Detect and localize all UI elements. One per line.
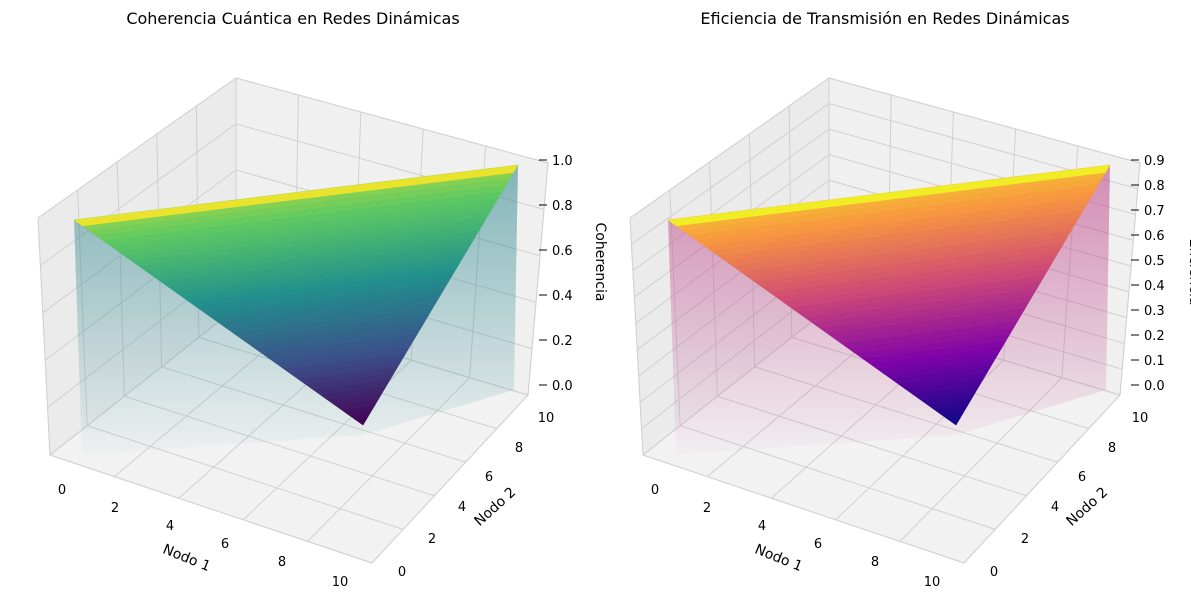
y-tick-label: 2 (1021, 532, 1029, 547)
x-tick-label: 6 (814, 537, 822, 552)
y-tick-label: 6 (485, 470, 493, 485)
y-tick-label: 8 (1108, 441, 1116, 456)
x-tick-label: 2 (111, 501, 119, 516)
wall-gridline (629, 217, 644, 456)
x-tick-label: 10 (924, 575, 941, 590)
wall-gridline (37, 77, 549, 219)
y-axis-label: Nodo 2 (471, 484, 519, 529)
z-tick-label: 0.5 (1144, 254, 1165, 269)
x-tick-label: 6 (221, 537, 229, 552)
x-tick-label: 8 (871, 555, 879, 570)
wall-gridline (629, 77, 1141, 219)
z-tick-label: 0.0 (552, 379, 573, 394)
z-tick-label: 0.2 (1144, 329, 1165, 344)
y-tick-label: 4 (458, 500, 466, 515)
z-tick-label: 0.4 (1144, 279, 1165, 294)
z-axis-label: Coherencia (592, 223, 608, 302)
z-tick-label: 0.9 (1144, 154, 1165, 169)
y-axis-label: Nodo 2 (1063, 484, 1111, 529)
y-tick-label: 8 (515, 441, 523, 456)
wall-gridline (37, 217, 51, 456)
y-tick-label: 0 (398, 565, 406, 580)
x-tick-label: 4 (166, 519, 174, 534)
floor-gridline (963, 394, 1121, 564)
y-tick-label: 10 (1132, 411, 1149, 426)
z-tick-label: 0.6 (552, 244, 573, 259)
z-tick-label: 0.8 (1144, 179, 1165, 194)
x-tick-label: 10 (332, 575, 349, 590)
y-tick-label: 6 (1078, 470, 1086, 485)
x-tick-label: 0 (651, 483, 659, 498)
y-tick-label: 4 (1051, 500, 1059, 515)
z-tick-label: 0.8 (552, 199, 573, 214)
x-axis-label: Nodo 1 (752, 542, 804, 576)
z-tick-label: 0.3 (1144, 304, 1165, 319)
y-tick-label: 0 (990, 565, 998, 580)
surface-rim (668, 165, 1110, 227)
chart-title: Coherencia Cuántica en Redes Dinámicas (126, 9, 459, 28)
z-tick-label: 0.4 (552, 289, 573, 304)
z-tick-label: 0.1 (1144, 354, 1165, 369)
x-tick-label: 2 (703, 501, 711, 516)
x-tick-label: 4 (758, 519, 766, 534)
z-tick-label: 0.0 (1144, 379, 1165, 394)
x-tick-label: 0 (58, 483, 66, 498)
x-axis-label: Nodo 1 (160, 542, 212, 576)
floor-gridline (49, 454, 373, 564)
z-tick-label: 1.0 (552, 154, 573, 169)
y-tick-label: 10 (538, 411, 555, 426)
wall-gridline (1119, 162, 1141, 396)
wall-gridline (527, 162, 549, 396)
wall-gridline (631, 103, 1138, 245)
z-tick-label: 0.2 (552, 334, 573, 349)
surface-rim (74, 165, 518, 227)
z-tick-label: 0.6 (1144, 229, 1165, 244)
coherence-chart: 0 2 4 6 8 10 0 2 4 6 8 10 0.0 0.2 0.4 0.6 0.8 1.0 Nodo 1 No… (37, 9, 608, 590)
chart-title: Eficiencia de Transmisión en Redes Dinám… (700, 9, 1069, 28)
x-tick-label: 8 (278, 555, 286, 570)
z-tick-label: 0.7 (1144, 204, 1165, 219)
efficiency-chart: 0 2 4 6 8 10 0 2 4 6 8 10 0.0 0.1 0.2 0.3 0.4 0.5 0.6 0.7 0.… (629, 9, 1191, 590)
z-axis-label: Eficiencia (1186, 239, 1191, 306)
floor-gridline (371, 394, 529, 564)
floor-gridline (642, 454, 965, 564)
y-tick-label: 2 (428, 532, 436, 547)
